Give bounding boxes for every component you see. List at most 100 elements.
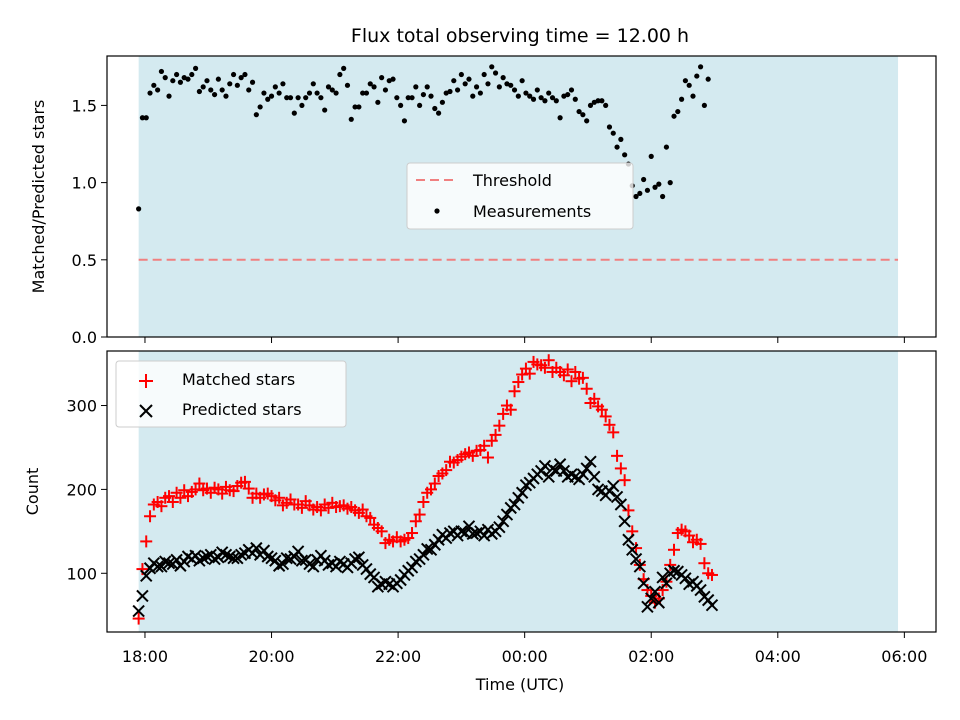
measurement-point	[667, 180, 673, 186]
matched-star-point	[588, 392, 601, 405]
predicted-stars-series	[132, 455, 719, 618]
measurement-point	[618, 136, 624, 142]
predicted-star-point	[538, 459, 552, 473]
matched-star-point	[144, 510, 157, 523]
matched-star-point	[375, 525, 388, 538]
measurement-point	[189, 71, 195, 78]
ratio-panel: 0.0 0.5 1.0 1.5 Matched/Predicted stars Thr…	[29, 55, 937, 347]
counts-panel: 100 200 300 18:00 20:00 22:00 00:00 02:00 04:00…	[23, 350, 937, 694]
measurement-point	[322, 107, 328, 113]
predicted-star-point	[261, 550, 274, 563]
predicted-star-point	[679, 572, 692, 585]
measurement-point	[542, 98, 548, 104]
measurement-point	[143, 115, 149, 121]
measurement-point	[337, 71, 343, 78]
measurement-point	[508, 82, 514, 88]
predicted-star-point	[227, 551, 240, 565]
counts-legend-box	[115, 360, 347, 428]
measurement-point	[166, 93, 172, 99]
matched-star-point	[569, 365, 582, 378]
measurement-point	[158, 68, 165, 75]
predicted-star-point	[645, 592, 658, 605]
predicted-star-point	[196, 551, 210, 565]
matched-star-point	[603, 418, 616, 431]
matched-star-point	[193, 477, 206, 490]
measurement-point	[697, 64, 704, 70]
measurement-point	[546, 90, 552, 96]
predicted-star-point	[352, 551, 366, 564]
measurement-point	[314, 90, 320, 96]
y-tick-label: 0.5	[72, 251, 97, 270]
measurement-point	[428, 93, 434, 99]
matched-star-point	[413, 508, 426, 521]
predicted-star-point	[584, 455, 597, 468]
measurement-point	[477, 90, 483, 96]
measurement-point	[204, 78, 210, 84]
y-tick-label: 1.5	[72, 96, 97, 115]
measurement-point	[679, 96, 685, 102]
measurement-point	[641, 176, 647, 183]
x-tick-label: 06:00	[881, 647, 927, 666]
measurement-point	[211, 91, 218, 98]
legend-matched-label: Matched stars	[182, 370, 295, 389]
predicted-star-point	[652, 596, 666, 609]
predicted-star-point	[656, 571, 669, 584]
measurement-point	[291, 110, 297, 116]
measurement-point	[363, 90, 370, 96]
matched-stars-series	[132, 354, 718, 625]
measurement-point	[333, 90, 339, 96]
measurement-point	[572, 96, 578, 102]
measurement-point	[265, 96, 271, 102]
matched-star-point	[497, 407, 510, 420]
measurement-point	[268, 93, 275, 99]
measurement-point	[238, 75, 244, 81]
predicted-star-point	[614, 498, 628, 511]
measurement-point	[515, 93, 521, 99]
measurement-point	[637, 190, 643, 197]
measurement-point	[538, 95, 544, 101]
matched-star-point	[478, 439, 491, 452]
measurement-point	[614, 144, 620, 150]
matched-star-point	[406, 527, 419, 540]
measurement-point	[633, 193, 639, 200]
matched-star-point	[694, 537, 707, 550]
measurement-point	[318, 95, 324, 101]
measurement-point	[379, 75, 385, 81]
predicted-star-point	[500, 508, 514, 521]
matched-star-point	[618, 474, 631, 487]
measurement-point	[447, 88, 453, 95]
measurement-point	[177, 79, 184, 85]
measurement-point	[527, 93, 533, 99]
matched-star-point	[542, 354, 555, 367]
measurement-point	[303, 95, 309, 101]
measurement-point	[174, 71, 180, 78]
matched-star-point	[273, 491, 286, 504]
measurement-point	[436, 110, 442, 116]
matched-star-point	[504, 403, 517, 416]
counts-y-ticks: 100 200 300	[66, 397, 107, 583]
predicted-star-point	[607, 479, 620, 493]
measurement-point	[481, 71, 487, 78]
predicted-star-point	[626, 543, 639, 557]
predicted-star-point	[637, 577, 650, 590]
measurement-point	[223, 93, 229, 99]
predicted-star-point	[610, 490, 624, 504]
predicted-star-point	[322, 558, 335, 572]
matched-star-point	[622, 504, 635, 517]
x-tick-label: 22:00	[375, 647, 421, 666]
ratio-legend-box	[406, 162, 634, 230]
ratio-y-axis-label: Matched/Predicted stars	[29, 100, 48, 294]
predicted-star-point	[219, 548, 233, 562]
matched-star-point	[538, 361, 551, 374]
counts-axes-frame	[106, 350, 937, 633]
predicted-star-point	[641, 600, 654, 614]
predicted-star-point	[455, 525, 468, 538]
measurement-point	[458, 71, 464, 78]
matched-star-point	[440, 464, 453, 477]
matched-star-point	[580, 382, 593, 395]
measurement-point	[690, 93, 696, 99]
measurement-point	[299, 102, 305, 109]
matched-star-point	[508, 385, 521, 398]
measurement-point	[462, 81, 468, 87]
matched-star-point	[140, 535, 153, 548]
